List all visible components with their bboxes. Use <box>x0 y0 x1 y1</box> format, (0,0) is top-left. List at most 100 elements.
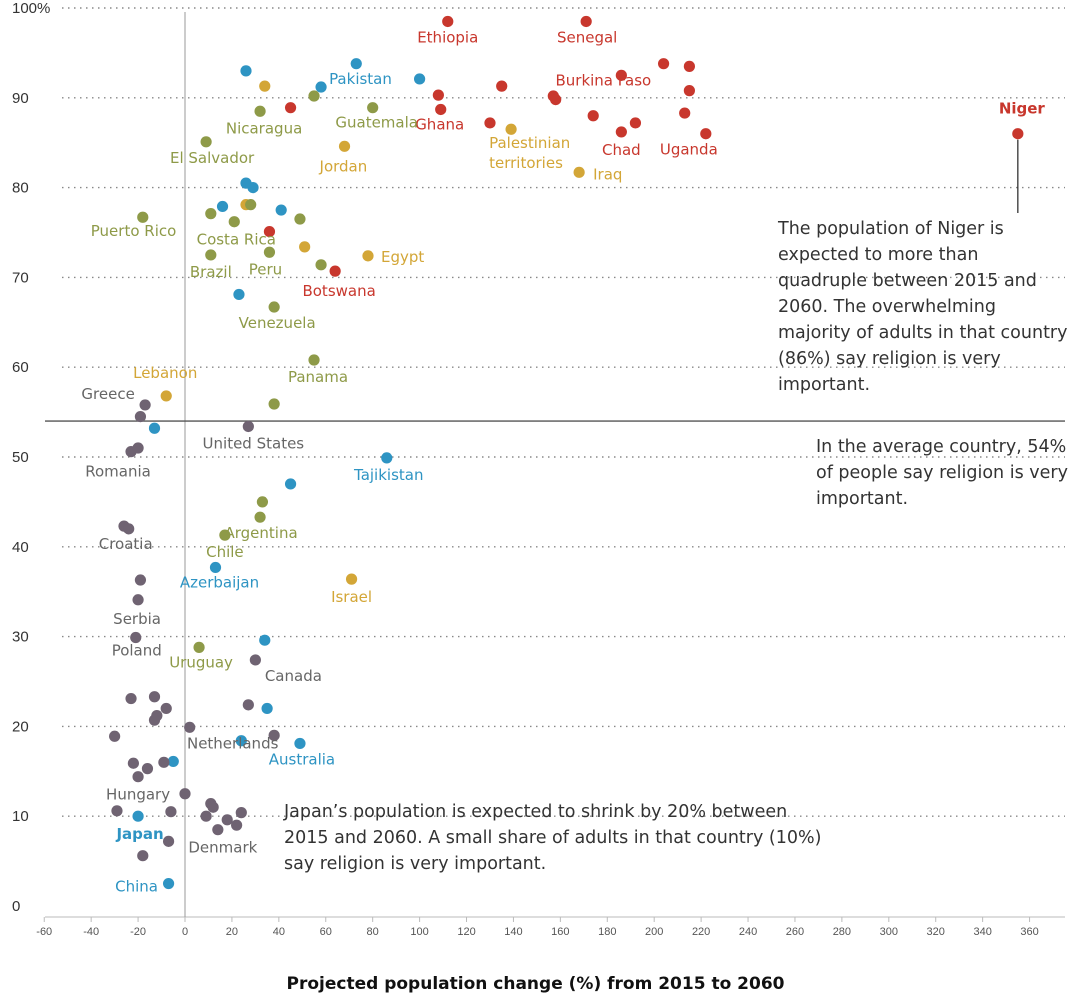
data-point <box>200 136 212 148</box>
point-label: United States <box>203 434 305 452</box>
x-tick-label: 0 <box>182 926 188 938</box>
y-tick-label: 40 <box>12 539 29 556</box>
point-label: Venezuela <box>239 314 316 332</box>
data-point <box>308 90 320 102</box>
x-tick-label: 360 <box>1020 926 1038 938</box>
data-point <box>345 573 358 585</box>
data-point <box>505 123 517 135</box>
data-point <box>679 107 691 119</box>
data-point <box>249 654 261 666</box>
data-point <box>700 128 712 140</box>
gridlines <box>45 7 1065 918</box>
data-point <box>247 182 259 194</box>
data-point <box>268 729 280 741</box>
data-point <box>235 735 247 747</box>
data-point <box>205 208 217 220</box>
data-point <box>132 594 144 606</box>
data-point <box>432 89 444 101</box>
data-point <box>261 702 273 715</box>
data-point <box>184 721 196 733</box>
point-label: Azerbaijan <box>180 573 259 591</box>
data-point <box>158 756 170 768</box>
point-label: China <box>115 878 158 896</box>
point-label: Croatia <box>99 535 153 553</box>
data-point <box>162 835 175 847</box>
x-tick-label: 240 <box>739 926 757 938</box>
data-point <box>242 699 254 711</box>
data-point <box>127 757 139 769</box>
data-point <box>629 117 642 129</box>
data-point <box>683 85 695 97</box>
x-tick-label: -20 <box>130 926 146 938</box>
point-label: Uruguay <box>169 653 233 671</box>
x-tick-label: 220 <box>692 926 710 938</box>
point-label: Japan <box>115 825 163 843</box>
point-label: Hungary <box>106 786 170 804</box>
data-point <box>132 771 144 783</box>
data-point <box>350 58 362 70</box>
data-point <box>259 634 271 646</box>
data-point <box>130 631 142 644</box>
y-tick-label: 80 <box>12 180 29 197</box>
data-point <box>160 702 172 715</box>
data-point <box>235 807 247 819</box>
x-tick-label: 140 <box>504 926 522 938</box>
data-point <box>414 73 426 85</box>
point-label: Israel <box>331 588 372 606</box>
data-point <box>268 398 280 410</box>
data-point <box>580 15 592 28</box>
data-point <box>573 166 585 178</box>
data-point <box>256 496 269 508</box>
point-label: Panama <box>288 368 348 386</box>
x-tick-label: 20 <box>226 926 238 938</box>
data-point <box>148 691 161 703</box>
data-point <box>683 60 695 72</box>
data-point <box>299 241 311 253</box>
data-point <box>209 561 222 574</box>
data-point <box>240 65 252 77</box>
data-point <box>125 692 137 705</box>
y-tick-label: 30 <box>12 629 29 646</box>
data-point <box>315 259 327 271</box>
data-point <box>160 390 172 402</box>
point-label: Australia <box>269 750 335 768</box>
data-point <box>216 200 229 213</box>
data-point <box>442 15 454 28</box>
x-axis-label: Projected population change (%) from 201… <box>286 974 785 994</box>
point-label: Senegal <box>557 28 617 46</box>
data-point <box>263 246 276 258</box>
y-tick-label: 10 <box>12 808 29 825</box>
data-point <box>231 819 243 831</box>
point-label: Ethiopia <box>417 28 478 46</box>
data-point <box>167 755 179 768</box>
data-point <box>496 80 508 92</box>
y-tick-label: 0 <box>12 898 20 915</box>
data-point <box>329 265 341 277</box>
data-point <box>284 478 297 490</box>
data-point <box>284 102 297 114</box>
point-label: Greece <box>81 385 134 403</box>
point-label: Botswana <box>302 282 375 300</box>
data-point <box>134 410 147 423</box>
y-tick-label: 50 <box>12 449 29 466</box>
data-point <box>308 354 320 366</box>
point-label: Jordan <box>319 157 368 175</box>
data-point <box>615 69 627 81</box>
y-tick-label: 70 <box>12 269 29 286</box>
data-point <box>233 288 245 301</box>
x-tick-label: 260 <box>786 926 804 938</box>
data-point <box>259 80 271 92</box>
point-label: Nicaragua <box>226 119 302 137</box>
data-point <box>275 204 287 216</box>
data-point <box>207 801 219 813</box>
y-tick-label: 100% <box>12 0 50 17</box>
point-label: Iraq <box>593 165 622 183</box>
y-tick-label: 20 <box>12 718 29 735</box>
data-point <box>139 399 151 411</box>
data-point <box>254 511 266 523</box>
data-point <box>219 529 231 541</box>
data-point <box>615 126 627 138</box>
data-point <box>221 814 233 826</box>
data-point <box>484 117 496 129</box>
data-point <box>294 213 306 225</box>
